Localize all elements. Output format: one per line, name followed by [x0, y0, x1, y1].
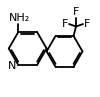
Text: N: N: [8, 61, 16, 71]
Text: F: F: [84, 19, 91, 29]
Text: F: F: [62, 19, 68, 29]
Text: F: F: [73, 7, 79, 17]
Text: NH₂: NH₂: [9, 13, 30, 23]
